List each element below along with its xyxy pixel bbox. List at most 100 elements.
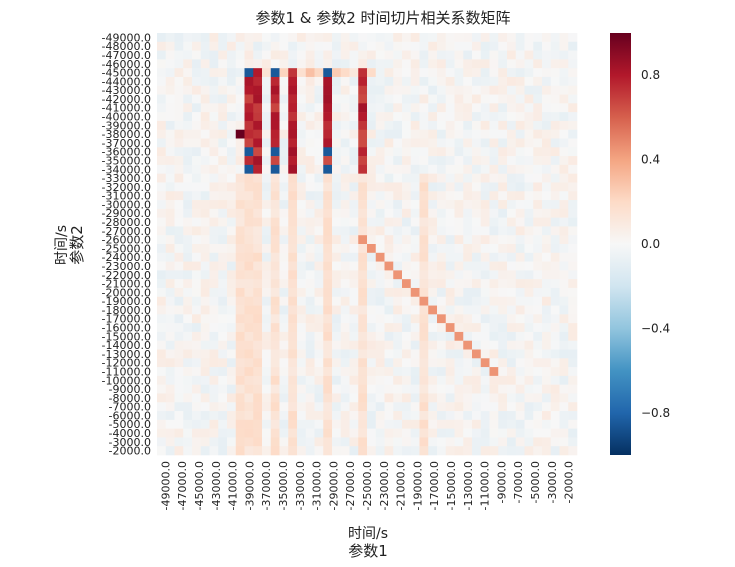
heatmap-cell: [192, 402, 202, 412]
heatmap-cell: [454, 33, 464, 43]
heatmap-cell: [419, 437, 429, 447]
heatmap-cell: [437, 235, 447, 245]
heatmap-cell: [227, 76, 237, 87]
heatmap-cell: [305, 296, 315, 306]
heatmap-cell: [323, 226, 333, 236]
heatmap-cell: [244, 103, 254, 113]
heatmap-cell: [288, 85, 298, 95]
heatmap-cell: [463, 411, 473, 421]
heatmap-cell: [419, 287, 429, 298]
heatmap-cell: [384, 411, 394, 421]
heatmap-cell: [472, 50, 482, 60]
y-tick-label: -27000.0: [102, 225, 151, 238]
heatmap-cell: [384, 59, 394, 69]
heatmap-cell: [323, 164, 333, 174]
heatmap-cell: [270, 50, 280, 60]
heatmap-cell: [410, 411, 420, 421]
heatmap-cell: [375, 323, 385, 333]
heatmap-cell: [454, 164, 464, 174]
heatmap-cell: [454, 279, 464, 289]
heatmap-cell: [305, 103, 315, 113]
heatmap-cell: [349, 85, 359, 95]
heatmap-cell: [489, 428, 499, 438]
heatmap-cell: [165, 50, 175, 60]
heatmap-cell: [323, 76, 333, 87]
heatmap-cell: [472, 112, 482, 122]
heatmap-cell: [384, 76, 394, 87]
heatmap-cell: [165, 446, 175, 456]
heatmap-cell: [489, 138, 499, 148]
heatmap-cell: [165, 103, 175, 113]
heatmap-cell: [288, 226, 298, 236]
heatmap-cell: [498, 41, 508, 51]
heatmap-cell: [253, 331, 263, 342]
heatmap-cell: [340, 367, 350, 377]
heatmap-cell: [192, 349, 202, 359]
heatmap-cell: [157, 296, 167, 306]
heatmap-cell: [375, 33, 385, 43]
heatmap-cell: [174, 59, 184, 69]
heatmap-cell: [323, 261, 333, 271]
heatmap-cell: [174, 340, 184, 350]
heatmap-cell: [279, 384, 289, 394]
heatmap-cell: [323, 446, 333, 456]
x-tick-label: -11000.0: [479, 461, 492, 510]
heatmap-cell: [244, 156, 254, 166]
heatmap-cell: [358, 428, 368, 438]
heatmap-cell: [323, 331, 333, 342]
heatmap-cell: [428, 279, 438, 289]
heatmap-cell: [192, 94, 202, 104]
heatmap-cell: [559, 156, 569, 166]
heatmap-cell: [402, 103, 412, 113]
heatmap-cell: [480, 305, 490, 315]
heatmap-cell: [262, 323, 272, 333]
heatmap-cell: [332, 94, 342, 104]
heatmap-cell: [157, 314, 167, 324]
heatmap-cell: [314, 261, 324, 271]
heatmap-cell: [367, 94, 377, 104]
heatmap-cell: [174, 182, 184, 192]
heatmap-cell: [174, 287, 184, 298]
heatmap-cell: [227, 59, 237, 69]
heatmap-cell: [533, 375, 543, 385]
heatmap-cell: [437, 41, 447, 51]
heatmap-cell: [428, 402, 438, 412]
heatmap-cell: [349, 147, 359, 157]
heatmap-cell: [270, 287, 280, 298]
heatmap-cell: [183, 393, 193, 403]
heatmap-cell: [297, 200, 307, 210]
heatmap-cell: [542, 59, 552, 69]
heatmap-cell: [454, 305, 464, 315]
heatmap-cell: [340, 323, 350, 333]
heatmap-cell: [340, 68, 350, 78]
heatmap-cell: [410, 384, 420, 394]
heatmap-cell: [235, 419, 245, 429]
heatmap-cell: [358, 437, 368, 447]
heatmap-cell: [524, 244, 534, 254]
heatmap-cell: [165, 323, 175, 333]
heatmap-cell: [393, 156, 403, 166]
heatmap-cell: [192, 103, 202, 113]
heatmap-cell: [305, 446, 315, 456]
heatmap-cell: [218, 314, 228, 324]
heatmap-cell: [568, 103, 578, 113]
heatmap-cell: [262, 164, 272, 174]
heatmap-cell: [192, 367, 202, 377]
heatmap-cell: [524, 68, 534, 78]
heatmap-cell: [515, 112, 525, 122]
x-tick-label: -23000.0: [378, 461, 391, 510]
heatmap-cell: [192, 138, 202, 148]
heatmap-cell: [253, 358, 263, 368]
heatmap-cell: [340, 50, 350, 60]
heatmap-cell: [270, 244, 280, 254]
heatmap-cell: [515, 173, 525, 183]
heatmap-cell: [498, 235, 508, 245]
heatmap-cell: [358, 94, 368, 104]
heatmap-cell: [165, 331, 175, 342]
heatmap-cell: [358, 173, 368, 183]
heatmap-cell: [165, 129, 175, 139]
heatmap-cell: [515, 419, 525, 429]
heatmap-cell: [314, 375, 324, 385]
heatmap-cell: [270, 349, 280, 359]
heatmap-cell: [209, 129, 219, 139]
